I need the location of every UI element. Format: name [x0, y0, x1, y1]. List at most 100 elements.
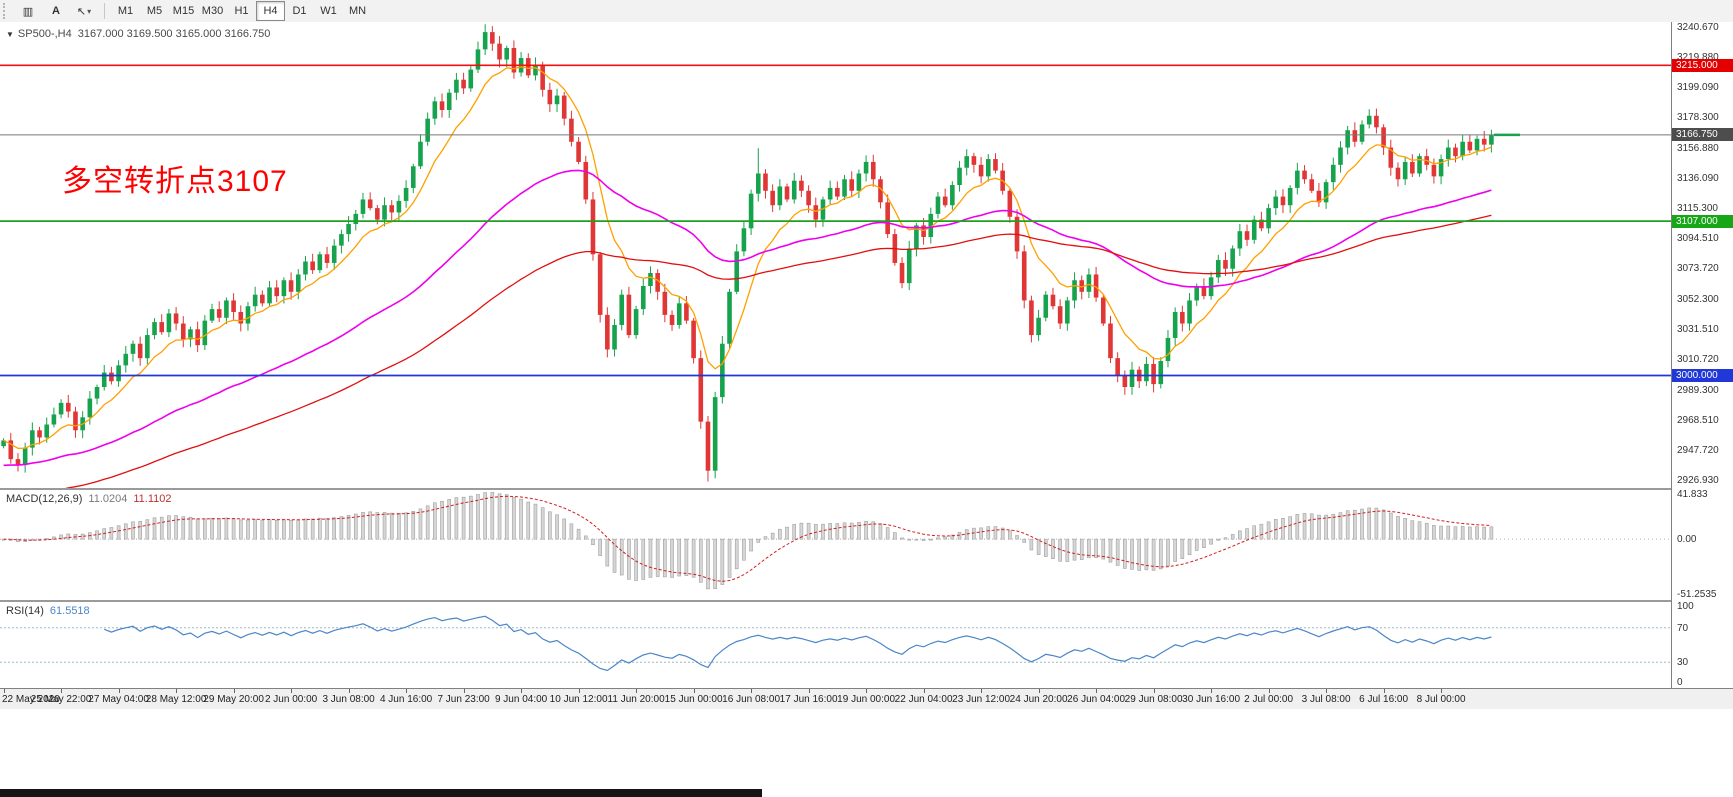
timeframe-button-h1[interactable]: H1 [234, 5, 249, 17]
macd-axis-label: 41.833 [1677, 489, 1708, 500]
macd-signal-value: 11.1102 [133, 493, 172, 505]
window-bottom-strip [0, 789, 762, 797]
price-axis-label: 3073.720 [1677, 263, 1719, 275]
time-axis-label: 9 Jun 04:00 [494, 694, 548, 705]
time-axis-label: 25 May 22:00 [30, 694, 92, 705]
price-axis-label: 3219.880 [1677, 52, 1719, 64]
rsi-axis-label: 70 [1677, 622, 1689, 634]
rsi-title: RSI(14) 61.5518 [6, 605, 90, 617]
time-axis-label: 28 May 12:00 [145, 694, 207, 705]
chart-collapse-icon[interactable]: ▼ [6, 30, 14, 39]
price-line-label: 3215.000 [1672, 58, 1733, 72]
time-axis-label: 27 May 04:00 [88, 694, 149, 705]
time-axis-tick [61, 689, 63, 693]
ma-mid-line[interactable] [3, 169, 1492, 467]
timeframe-button-m15[interactable]: M15 [172, 5, 195, 17]
time-axis-tick [233, 689, 235, 693]
time-axis-tick [808, 689, 810, 693]
price-axis-label: 3199.090 [1677, 82, 1719, 94]
time-axis-tick [291, 689, 293, 693]
price-axis-label: 3136.090 [1677, 173, 1719, 185]
cursor-tool-button[interactable]: ↖ ▾ [70, 1, 98, 21]
panel-splitter[interactable] [0, 600, 1733, 602]
time-axis-label: 6 Jul 16:00 [1359, 694, 1409, 705]
chart-title: ▼ SP500-,H4 3167.000 3169.500 3165.000 316… [6, 28, 276, 40]
price-axis-label: 3156.880 [1677, 143, 1719, 155]
time-axis-tick [578, 689, 580, 693]
time-axis-label: 8 Jul 00:00 [1416, 694, 1466, 705]
toolbar: ▥ A ↖ ▾ M1 M5 M15 M30 H1 H4 D1 W1 MN [0, 0, 1733, 23]
timeframe-button-w1[interactable]: W1 [320, 5, 337, 17]
time-axis-label: 26 Jun 04:00 [1067, 694, 1126, 705]
time-axis-tick [751, 689, 753, 693]
bar-chart-icon[interactable]: ▥ [14, 1, 42, 21]
panel-splitter[interactable] [0, 488, 1733, 490]
time-axis-label: 30 Jun 16:00 [1182, 694, 1241, 705]
timeframe-button-m1[interactable]: M1 [117, 5, 134, 17]
time-axis-label: 10 Jun 12:00 [549, 694, 608, 705]
timeframe-button-h4[interactable]: H4 [256, 1, 285, 21]
price-axis-label: 3031.510 [1677, 324, 1719, 335]
rsi-chart[interactable] [0, 602, 1671, 688]
price-line-label: 3107.000 [1672, 214, 1733, 228]
toolbar-grip-handle[interactable] [3, 3, 9, 19]
time-axis[interactable]: 22 May 2020 25 May 22:00 27 May 04:00 28 Ma… [0, 688, 1733, 709]
ma-slow-line[interactable] [4, 214, 1492, 488]
time-axis-tick [1096, 689, 1098, 693]
main-chart-panel[interactable] [0, 22, 1671, 488]
timeframe-toolbar: M1 M5 M15 M30 H1 H4 D1 W1 MN [111, 1, 372, 21]
time-axis-tick [1326, 689, 1328, 693]
time-axis-label: 4 Jun 16:00 [379, 694, 433, 705]
time-axis-tick [118, 689, 120, 693]
text-tool-button[interactable]: A [52, 5, 60, 17]
price-axis-label: 3178.300 [1677, 112, 1719, 124]
time-axis-tick [176, 689, 178, 693]
time-axis-label: 29 May 20:00 [203, 694, 264, 705]
time-axis-tick [866, 689, 868, 693]
candlestick-chart[interactable] [0, 22, 1671, 488]
time-axis-label: 7 Jun 23:00 [437, 694, 490, 705]
time-axis-label: 15 Jun 00:00 [664, 694, 723, 705]
time-axis-tick [636, 689, 638, 693]
macd-panel[interactable] [0, 490, 1671, 600]
time-axis-label: 19 Jun 00:00 [837, 694, 896, 705]
bar-chart-glyph: ▥ [22, 5, 34, 18]
rsi-axis-label: 30 [1677, 657, 1689, 669]
time-axis-tick [348, 689, 350, 693]
timeframe-button-mn[interactable]: MN [348, 5, 367, 17]
time-axis-label: 3 Jun 08:00 [322, 694, 375, 705]
toolbar-separator [104, 3, 105, 19]
price-axis-label: 2926.930 [1677, 474, 1719, 486]
price-line-label: 3166.750 [1672, 128, 1733, 142]
time-axis-label: 16 Jun 08:00 [722, 694, 781, 705]
time-axis-label: 3 Jul 08:00 [1301, 694, 1351, 705]
time-axis-label: 23 Jun 12:00 [952, 694, 1011, 705]
price-axis[interactable]: 3240.670 3219.880 3199.090 3178.300 3156.880… [1671, 22, 1733, 688]
timeframe-button-m5[interactable]: M5 [146, 5, 163, 17]
timeframe-button-m30[interactable]: M30 [201, 5, 224, 17]
time-axis-tick [1038, 689, 1040, 693]
macd-axis-label: 0.00 [1677, 534, 1697, 546]
time-axis-tick [981, 689, 983, 693]
macd-histogram [1, 492, 1494, 590]
price-axis-label: 2947.720 [1677, 444, 1719, 456]
time-axis-tick [1268, 689, 1270, 693]
rsi-name-label: RSI(14) [6, 605, 44, 617]
cursor-icon: ↖ [76, 5, 87, 18]
time-axis-label: 2 Jul 00:00 [1244, 694, 1294, 705]
macd-chart[interactable] [0, 490, 1671, 600]
rsi-value: 61.5518 [49, 605, 90, 617]
time-axis-tick [923, 689, 925, 693]
time-axis-tick [1383, 689, 1385, 693]
ma-fast-line[interactable] [3, 66, 1492, 449]
time-axis-tick [406, 689, 408, 693]
time-axis-label: 2 Jun 00:00 [264, 694, 318, 705]
symbol-period-label: SP500-,H4 [17, 28, 72, 40]
time-axis-tick [463, 689, 465, 693]
rsi-axis-label: 100 [1677, 601, 1694, 612]
time-axis-label: 17 Jun 16:00 [779, 694, 838, 705]
rsi-axis-label: 0 [1677, 677, 1683, 688]
timeframe-button-d1[interactable]: D1 [292, 5, 307, 17]
rsi-panel[interactable] [0, 602, 1671, 688]
